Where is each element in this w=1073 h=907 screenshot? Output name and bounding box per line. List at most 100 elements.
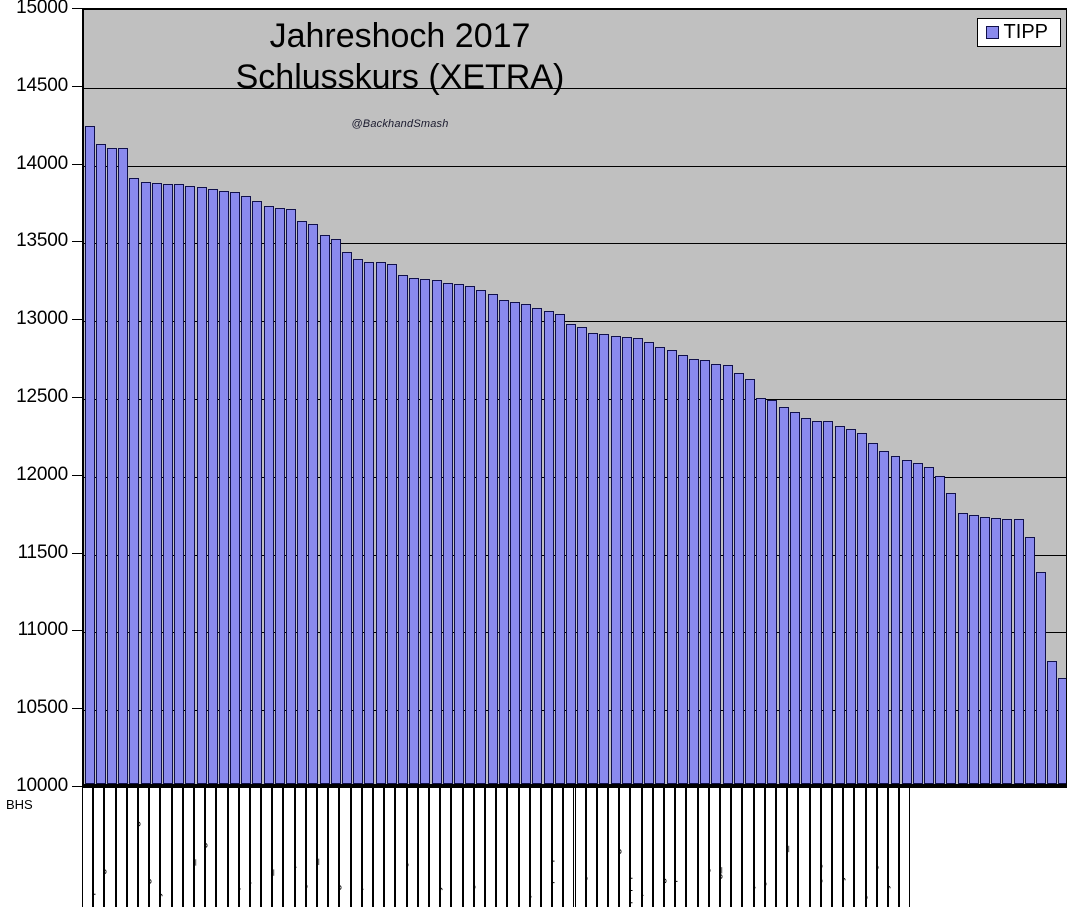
bar[interactable] [151,183,162,784]
bar[interactable] [95,144,106,784]
bar[interactable] [789,412,800,784]
bar[interactable] [442,282,453,784]
bar[interactable] [174,184,185,784]
bar[interactable] [342,251,353,784]
bar[interactable] [263,205,274,784]
bar[interactable] [1002,518,1013,784]
bar[interactable] [935,475,946,784]
bar[interactable] [476,289,487,784]
bar[interactable] [1013,519,1024,784]
bar[interactable] [252,200,263,784]
bar[interactable] [655,346,666,784]
bar[interactable] [711,363,722,784]
bar[interactable] [106,147,117,784]
bar[interactable] [521,303,532,784]
bar[interactable] [185,186,196,784]
bar[interactable] [498,300,509,784]
bar[interactable] [409,278,420,784]
bar[interactable] [1058,678,1066,784]
bar[interactable] [1047,661,1058,784]
x-tick-cell: MaJoLa [608,788,620,907]
bar[interactable] [868,443,879,784]
x-tick-label: Tridecagon [406,849,410,904]
bar[interactable] [565,324,576,784]
bar[interactable] [644,342,655,784]
bar[interactable] [218,190,229,784]
x-tick-label: 1yotta [529,874,533,904]
bar[interactable] [856,433,867,784]
bar[interactable] [633,338,644,784]
bar[interactable] [308,223,319,784]
bar[interactable] [84,126,95,784]
bar[interactable] [364,261,375,784]
bar[interactable] [666,349,677,784]
bar[interactable] [677,354,688,784]
bar[interactable] [1036,572,1046,784]
bar[interactable] [1024,536,1035,784]
x-tick-cell: Turbo_Prinz [272,788,284,907]
bar[interactable] [924,466,935,784]
bar[interactable] [689,359,700,784]
bar[interactable] [800,418,811,784]
y-tick-mark [72,708,82,710]
bar[interactable] [733,373,744,784]
bar[interactable] [230,191,241,784]
bar[interactable] [386,264,397,784]
x-tick-cell: Warp [249,788,262,907]
bar[interactable] [241,196,252,784]
bar[interactable] [812,420,823,784]
x-tick-cell: Maligree [664,788,676,907]
bar[interactable] [980,517,991,784]
bar[interactable] [129,177,140,784]
bar[interactable] [286,208,297,784]
bar[interactable] [756,398,767,784]
bar[interactable] [509,302,520,784]
bar[interactable] [375,261,386,784]
bar[interactable] [274,208,285,784]
bar[interactable] [465,286,476,784]
bar[interactable] [901,460,912,784]
bar[interactable] [599,333,610,784]
chart-legend[interactable]: TIPP [976,18,1061,47]
x-tick-label: TURBO_BULL [193,831,197,904]
bar[interactable] [420,278,431,784]
bar[interactable] [162,183,173,784]
bar[interactable] [845,429,856,784]
bar[interactable] [319,234,330,784]
bar[interactable] [621,336,632,784]
bar[interactable] [991,517,1002,784]
bar[interactable] [487,293,498,784]
bar[interactable] [778,406,789,784]
bar[interactable] [431,279,442,784]
bar[interactable] [196,186,207,784]
bar[interactable] [588,332,599,784]
bar[interactable] [834,426,845,784]
bar[interactable] [957,513,968,784]
bar[interactable] [610,335,621,784]
bar[interactable] [398,275,408,784]
bar[interactable] [118,148,129,784]
bar[interactable] [890,455,901,784]
bar[interactable] [297,220,308,784]
bar[interactable] [543,310,554,784]
bar[interactable] [722,365,733,784]
bar[interactable] [744,379,755,784]
y-tick-label: 15000 [16,0,68,18]
bar[interactable] [207,188,218,784]
bar[interactable] [968,514,979,784]
bar[interactable] [767,399,778,784]
bar[interactable] [554,314,565,784]
bar[interactable] [353,258,364,784]
bar[interactable] [330,238,341,784]
bar[interactable] [453,283,464,784]
bar[interactable] [912,463,923,784]
bar[interactable] [823,421,834,784]
bar[interactable] [532,307,543,784]
bar[interactable] [577,327,588,784]
bar[interactable] [700,360,711,784]
x-tick-cell: league leader [305,788,318,907]
bar[interactable] [946,493,957,784]
bar[interactable] [879,451,890,784]
bar[interactable] [140,181,151,784]
x-tick-label: uwe3 [899,877,902,904]
